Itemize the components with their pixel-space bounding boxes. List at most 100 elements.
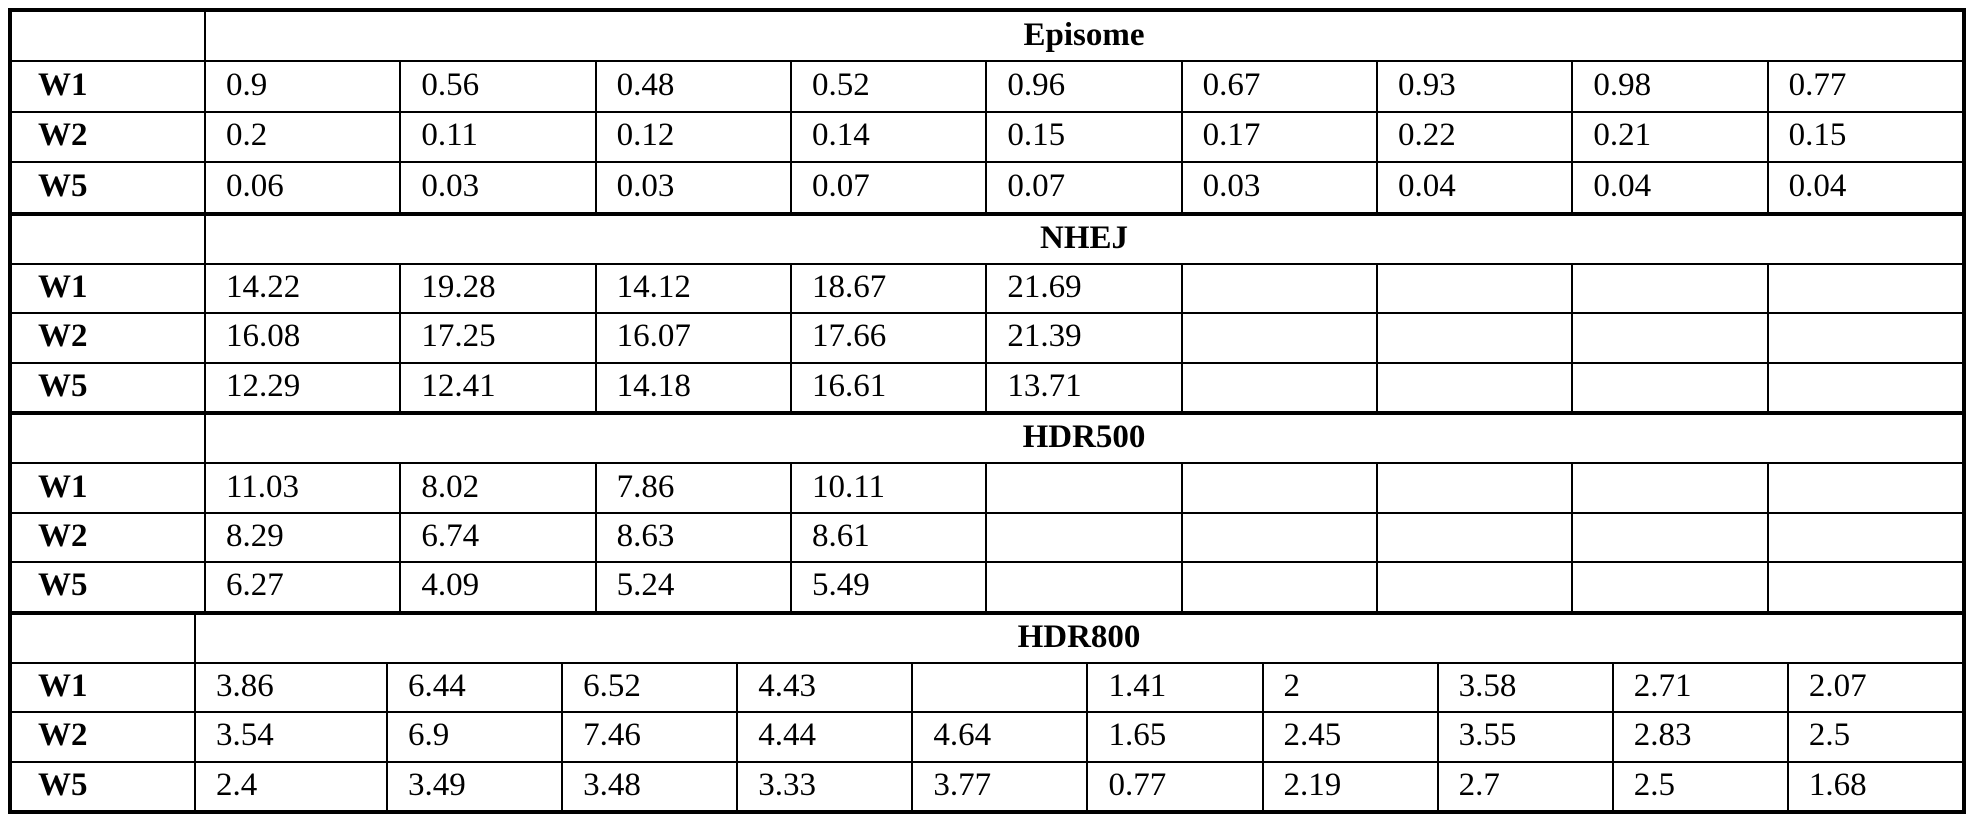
table-cell: 3.48 [561, 762, 736, 810]
table-cell: 7.46 [561, 713, 736, 761]
table-cell: 0.77 [1766, 62, 1962, 111]
header-empty-label-cell [12, 12, 204, 60]
table-cell: 2.4 [194, 762, 386, 810]
table-cell: 14.22 [204, 264, 399, 313]
table-cell: 0.12 [594, 112, 790, 162]
table-cell: 0.52 [789, 62, 985, 111]
table-cell [1180, 363, 1376, 411]
table-cell: 1.41 [1086, 663, 1261, 712]
table-cell [1180, 264, 1376, 313]
table-cell: 5.49 [789, 563, 985, 611]
table-cell [1571, 464, 1766, 512]
table-cell: 4.64 [911, 713, 1086, 761]
row-label: W1 [38, 67, 88, 104]
header-empty-label-cell [12, 615, 194, 662]
table-cell [1766, 363, 1962, 411]
table-cell [911, 663, 1086, 712]
table-cell: 0.9 [204, 62, 399, 111]
table-cell [1375, 363, 1571, 411]
table-cell: 0.07 [985, 163, 1180, 212]
table-cell: 2.7 [1436, 762, 1612, 810]
table-cell: 2.19 [1261, 762, 1437, 810]
table-cell: 2.5 [1786, 713, 1962, 761]
table-cell [985, 563, 1180, 611]
section-header-row: HDR500 [12, 411, 1962, 463]
table-cell: 0.03 [594, 163, 790, 212]
row-label: W1 [38, 668, 88, 705]
row-label: W5 [38, 367, 88, 404]
table-cell: 4.43 [736, 663, 911, 712]
table-cell: 4.44 [736, 713, 911, 761]
table-cell [1766, 513, 1962, 562]
table-cell: 0.04 [1375, 163, 1571, 212]
table-cell [1766, 563, 1962, 611]
header-empty-label-cell [12, 216, 204, 263]
table-cell: 8.63 [594, 513, 790, 562]
table-cell [1180, 563, 1376, 611]
row-label: W1 [38, 468, 88, 505]
table-cell: 0.14 [789, 112, 985, 162]
table-row-hdr800-w5: W5 2.4 3.49 3.48 3.33 3.77 0.77 2.19 2.7 2.5 1.68 [12, 760, 1962, 810]
table-cell: 0.03 [399, 163, 594, 212]
section-hdr800: HDR800 W1 3.86 6.44 6.52 4.43 1.41 2 3.58 2.71 2.0… [12, 610, 1962, 810]
table-cell: 19.28 [399, 264, 594, 313]
section-title: Episome [204, 12, 1962, 61]
section-header-row: NHEJ [12, 211, 1962, 263]
section-header-row: Episome [12, 12, 1962, 61]
section-nhej: NHEJ W1 14.22 19.28 14.12 18.67 21.69 W2 16.08 17… [12, 211, 1962, 411]
table-cell [1571, 513, 1766, 562]
row-label: W2 [38, 318, 88, 355]
table-cell: 0.06 [204, 163, 399, 212]
table-cell: 8.61 [789, 513, 985, 562]
table-cell: 3.54 [194, 713, 386, 761]
data-table: Episome W1 0.9 0.56 0.48 0.52 0.96 0.67 0.93 0.98… [8, 8, 1966, 814]
table-row-hdr500-w1: W1 11.03 8.02 7.86 10.11 [12, 462, 1962, 512]
table-cell: 1.68 [1786, 762, 1962, 810]
table-cell: 2.45 [1261, 713, 1437, 761]
table-row-nhej-w5: W5 12.29 12.41 14.18 16.61 13.71 [12, 361, 1962, 411]
section-title: NHEJ [204, 215, 1962, 263]
table-cell: 0.2 [204, 112, 399, 162]
table-cell: 21.39 [985, 314, 1180, 362]
table-cell: 2.71 [1611, 663, 1787, 712]
table-cell [1180, 513, 1376, 562]
table-cell: 3.55 [1436, 713, 1612, 761]
table-cell: 12.29 [204, 363, 399, 411]
table-cell: 10.11 [789, 464, 985, 512]
table-cell: 6.74 [399, 513, 594, 562]
table-cell [1375, 464, 1571, 512]
table-cell: 16.07 [594, 314, 790, 362]
table-cell [1180, 314, 1376, 362]
table-row-episome-w5: W5 0.06 0.03 0.03 0.07 0.07 0.03 0.04 0.04 0.04 [12, 161, 1962, 212]
section-episome: Episome W1 0.9 0.56 0.48 0.52 0.96 0.67 0.93 0.98… [12, 12, 1962, 212]
row-label: W5 [38, 766, 88, 803]
section-title: HDR500 [204, 415, 1962, 463]
table-row-hdr500-w2: W2 8.29 6.74 8.63 8.61 [12, 511, 1962, 562]
table-cell: 8.29 [204, 513, 399, 562]
table-cell: 7.86 [594, 464, 790, 512]
table-cell: 21.69 [985, 264, 1180, 313]
table-cell: 4.09 [399, 563, 594, 611]
table-cell [1766, 464, 1962, 512]
table-cell: 2.07 [1786, 663, 1962, 712]
table-cell: 11.03 [204, 464, 399, 512]
table-cell: 3.58 [1436, 663, 1612, 712]
table-cell: 0.15 [1766, 112, 1962, 162]
table-cell: 12.41 [399, 363, 594, 411]
row-label: W1 [38, 269, 88, 306]
table-cell: 0.56 [399, 62, 594, 111]
row-label: W2 [38, 717, 88, 754]
table-cell: 3.49 [386, 762, 561, 810]
header-empty-label-cell [12, 415, 204, 462]
table-cell: 17.25 [399, 314, 594, 362]
table-cell: 6.9 [386, 713, 561, 761]
table-cell [1766, 314, 1962, 362]
table-cell: 0.93 [1375, 62, 1571, 111]
table-cell: 0.48 [594, 62, 790, 111]
table-cell: 0.15 [985, 112, 1180, 162]
table-cell: 8.02 [399, 464, 594, 512]
table-cell: 3.86 [194, 663, 386, 712]
row-label: W2 [38, 517, 88, 554]
table-cell [1766, 264, 1962, 313]
